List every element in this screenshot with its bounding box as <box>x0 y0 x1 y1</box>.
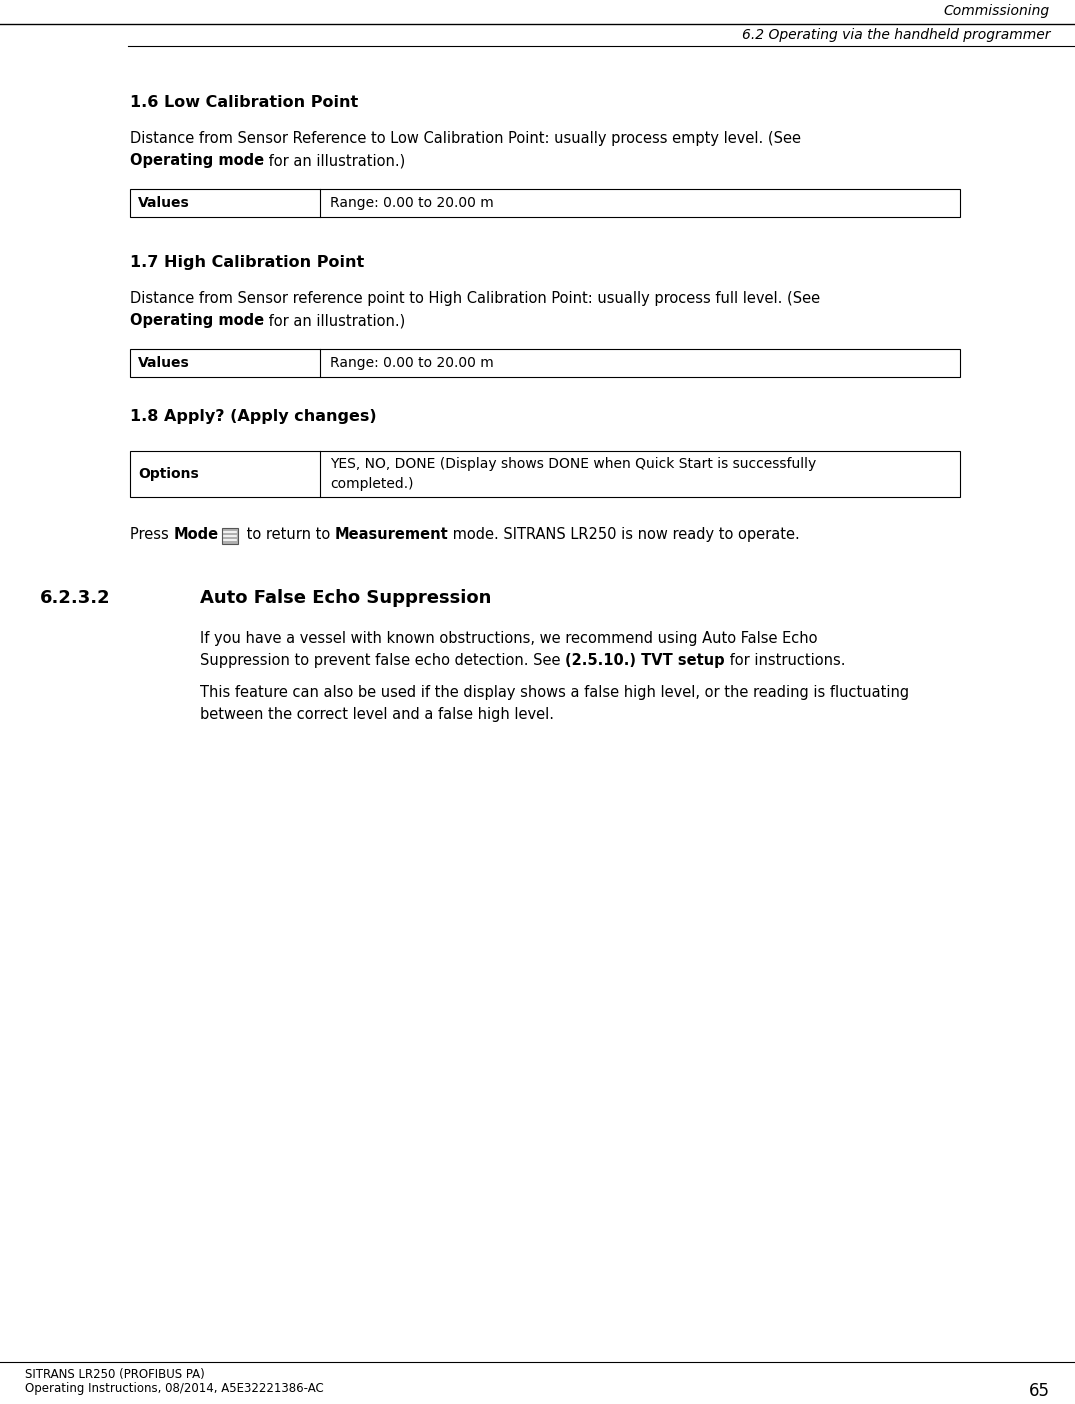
Text: YES, NO, DONE (Display shows DONE when Quick Start is successfully: YES, NO, DONE (Display shows DONE when Q… <box>330 456 816 470</box>
Text: 1.7 High Calibration Point: 1.7 High Calibration Point <box>130 256 364 270</box>
Text: This feature can also be used if the display shows a false high level, or the re: This feature can also be used if the dis… <box>200 685 909 701</box>
Text: for an illustration.): for an illustration.) <box>264 153 405 168</box>
Text: Mode: Mode <box>173 526 218 542</box>
Text: Values: Values <box>138 357 190 371</box>
Text: 6.2.3.2: 6.2.3.2 <box>40 590 111 607</box>
Text: Suppression to prevent false echo detection. See: Suppression to prevent false echo detect… <box>200 653 565 668</box>
Text: Measurement: Measurement <box>334 526 448 542</box>
Text: Options: Options <box>138 468 199 482</box>
Text: completed.): completed.) <box>330 477 414 491</box>
Text: Operating Instructions, 08/2014, A5E32221386-AC: Operating Instructions, 08/2014, A5E3222… <box>25 1382 324 1396</box>
Text: Values: Values <box>138 197 190 211</box>
Text: SITRANS LR250 (PROFIBUS PA): SITRANS LR250 (PROFIBUS PA) <box>25 1367 204 1382</box>
Text: Range: 0.00 to 20.00 m: Range: 0.00 to 20.00 m <box>330 357 493 371</box>
Text: Auto False Echo Suppression: Auto False Echo Suppression <box>200 590 491 607</box>
Text: 1.6 Low Calibration Point: 1.6 Low Calibration Point <box>130 95 358 110</box>
Bar <box>130 350 960 378</box>
Text: Operating mode: Operating mode <box>130 313 264 329</box>
Bar <box>130 190 960 218</box>
Text: between the correct level and a false high level.: between the correct level and a false hi… <box>200 708 554 722</box>
Text: Range: 0.00 to 20.00 m: Range: 0.00 to 20.00 m <box>330 197 493 211</box>
Text: Commissioning: Commissioning <box>944 4 1050 18</box>
Text: for instructions.: for instructions. <box>725 653 845 668</box>
Text: 1.8 Apply? (Apply changes): 1.8 Apply? (Apply changes) <box>130 409 376 424</box>
Text: Distance from Sensor Reference to Low Calibration Point: usually process empty l: Distance from Sensor Reference to Low Ca… <box>130 131 801 146</box>
Text: Operating mode: Operating mode <box>130 153 264 168</box>
Bar <box>221 528 238 543</box>
Text: (2.5.10.) TVT setup: (2.5.10.) TVT setup <box>565 653 725 668</box>
Bar <box>130 451 960 497</box>
Text: If you have a vessel with known obstructions, we recommend using Auto False Echo: If you have a vessel with known obstruct… <box>200 630 817 646</box>
Text: 6.2 Operating via the handheld programmer: 6.2 Operating via the handheld programme… <box>742 28 1050 42</box>
Text: 65: 65 <box>1029 1382 1050 1400</box>
Text: Press: Press <box>130 526 173 542</box>
Text: to return to: to return to <box>242 526 334 542</box>
Text: for an illustration.): for an illustration.) <box>264 313 405 329</box>
Text: mode. SITRANS LR250 is now ready to operate.: mode. SITRANS LR250 is now ready to oper… <box>448 526 800 542</box>
Text: Distance from Sensor reference point to High Calibration Point: usually process : Distance from Sensor reference point to … <box>130 291 820 306</box>
